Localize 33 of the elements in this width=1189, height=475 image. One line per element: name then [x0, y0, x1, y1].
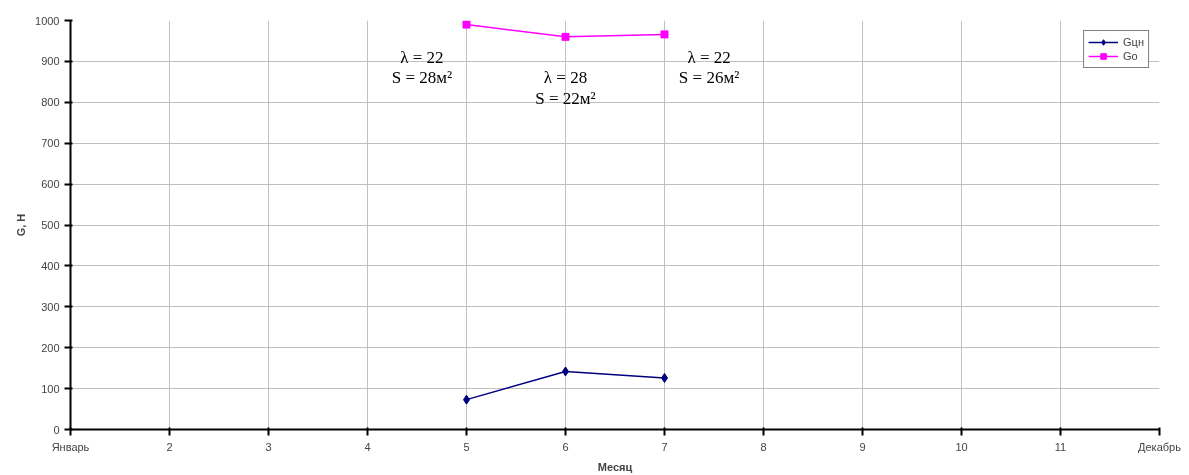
point	[462, 20, 471, 29]
y-tick-label: 900	[41, 55, 60, 68]
point	[660, 30, 669, 39]
x-tick-label: 6	[562, 440, 569, 453]
y-tick-label: 200	[41, 341, 60, 354]
legend-label: Gцн	[1123, 35, 1144, 49]
x-tick-label: 4	[364, 440, 371, 453]
x-tick-label: 11	[1054, 440, 1067, 453]
y-tick-label: 400	[41, 259, 60, 272]
y-tick-label: 500	[41, 219, 60, 231]
y-tick-label: 700	[41, 137, 60, 150]
y-tick-label: 0	[53, 423, 60, 436]
x-tick-label: 9	[859, 440, 866, 453]
y-tick-label: 800	[41, 96, 60, 109]
y-tick-label: 300	[41, 300, 60, 313]
y-axis-title: G, H	[15, 213, 28, 237]
x-tick-label: Декабрь	[1138, 440, 1182, 453]
y-tick-label: 100	[41, 382, 60, 395]
x-tick-label: 10	[955, 440, 968, 453]
point	[561, 32, 570, 41]
x-tick-label: 8	[760, 440, 767, 453]
x-tick-label: 3	[265, 440, 272, 453]
x-axis-title: Месяц	[597, 460, 633, 473]
x-tick-label: Январь	[51, 440, 90, 453]
x-tick-label: 2	[166, 440, 173, 453]
annotation: λ = 22 S = 28м²	[391, 47, 453, 88]
x-tick-label: 5	[463, 440, 470, 453]
legend-label: Go	[1123, 49, 1139, 63]
x-tick-label: 7	[661, 440, 668, 453]
annotation: λ = 28 S = 22м²	[535, 68, 596, 108]
y-tick-label: 1000	[35, 14, 60, 27]
y-tick-label: 600	[41, 178, 60, 191]
annotation: λ = 22 S = 26м²	[678, 47, 740, 88]
